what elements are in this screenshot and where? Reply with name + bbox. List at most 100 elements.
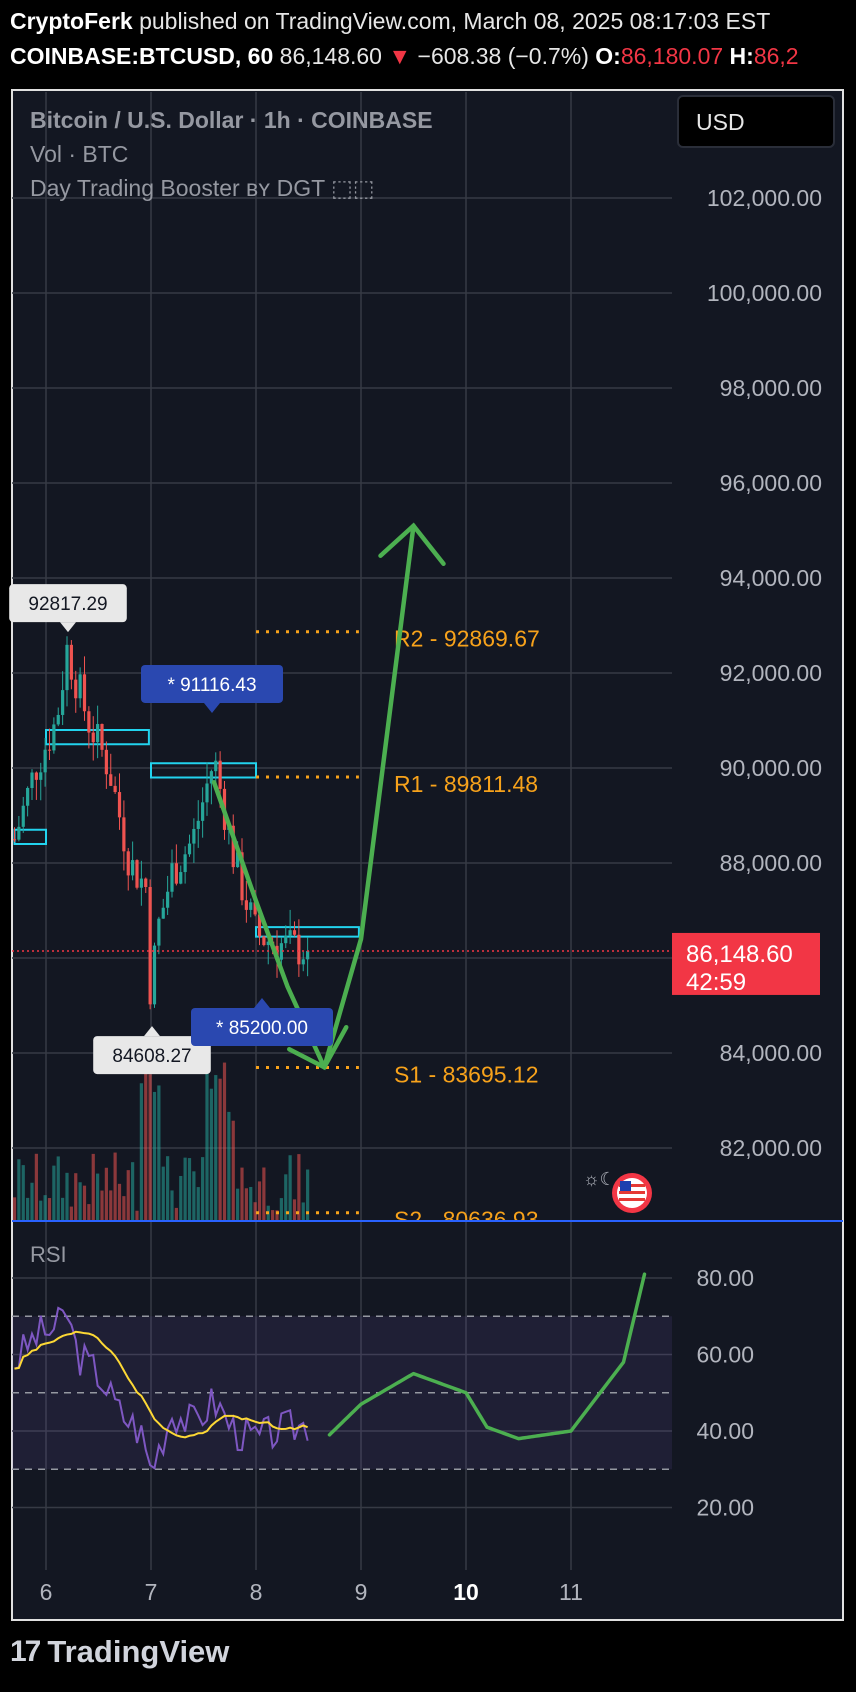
callout-text: * 85200.00	[216, 1018, 308, 1039]
volume-bar	[227, 1111, 231, 1220]
volume-bar	[297, 1154, 301, 1220]
volume-bar	[39, 1200, 43, 1220]
rsi-ma-line	[14, 1330, 308, 1439]
rsi-axis-label: 20.00	[696, 1495, 754, 1521]
price-axis-label: 102,000.00	[707, 185, 822, 211]
sr-zone	[150, 762, 257, 779]
price-axis-label: 82,000.00	[720, 1135, 822, 1161]
volume-bar	[52, 1165, 56, 1220]
pivot-label: S1 - 83695.12	[394, 1061, 539, 1087]
callout-text: 92817.29	[28, 594, 107, 615]
volume-bar	[187, 1158, 192, 1220]
published-text: published on TradingView.com, March 08, …	[139, 8, 771, 34]
volume-bar	[170, 1190, 174, 1220]
candle-body	[144, 878, 148, 888]
candle-body	[87, 711, 91, 733]
candle-body	[192, 828, 196, 844]
high-label: H:	[729, 43, 754, 69]
candle-body	[113, 785, 117, 793]
volume-bar	[21, 1165, 25, 1220]
candle-body	[21, 805, 25, 827]
legend-title[interactable]: Bitcoin / U.S. Dollar · 1h · COINBASE	[30, 107, 433, 133]
price-axis-label: 94,000.00	[720, 565, 822, 591]
candle-body	[174, 863, 178, 884]
price-callout	[93, 1036, 211, 1075]
legend-indicator[interactable]: Day Trading Booster ʙʏ DGT ⬚⬚	[30, 175, 375, 201]
volume-bar	[91, 1153, 95, 1220]
rsi-projection	[327, 1272, 647, 1441]
price-axis-label: 88,000.00	[720, 850, 822, 876]
author-name[interactable]: CryptoFerk	[10, 8, 133, 34]
volume-bar	[266, 1205, 270, 1220]
current-price-tag: 86,148.60 42:59	[672, 932, 820, 996]
last-price: 86,148.60	[279, 43, 382, 69]
rsi-label[interactable]: RSI	[30, 1242, 67, 1267]
us-flag-icon[interactable]	[612, 1173, 652, 1213]
price-axis-label: 100,000.00	[707, 280, 822, 306]
pivot-levels: R2 - 92869.67 R1 - 89811.48 S1 - 83695.12 S…	[256, 626, 540, 1233]
grid	[12, 92, 672, 1570]
brand-name: TradingView	[47, 1634, 230, 1669]
volume-bar	[78, 1182, 82, 1220]
tradingview-brand[interactable]: 17 TradingView	[10, 1634, 229, 1670]
volume-bar	[30, 1182, 34, 1220]
volume-bar	[196, 1187, 200, 1220]
candle-body	[292, 930, 297, 935]
candle-body	[284, 935, 288, 944]
candle-body	[253, 902, 257, 915]
candle-body	[301, 959, 305, 965]
arrowhead-up	[378, 522, 446, 566]
candle-body	[257, 914, 262, 937]
candle-body	[43, 749, 47, 773]
volume-bar	[275, 1210, 279, 1220]
candle-body	[52, 724, 56, 751]
volume-bar	[253, 1202, 257, 1220]
time-axis-label: 9	[355, 1579, 368, 1605]
candle-body	[148, 887, 152, 1005]
volume-bars	[12, 1062, 310, 1220]
callout-text: 84608.27	[112, 1046, 191, 1067]
symbol-name[interactable]: COINBASE:BTCUSD, 60	[10, 43, 274, 69]
pivot-label: R2 - 92869.67	[394, 626, 540, 652]
volume-bar	[161, 1166, 165, 1220]
candle-body	[201, 802, 205, 821]
time-axis-label: 10	[453, 1579, 479, 1605]
callout-pointer	[204, 702, 220, 713]
volume-bar	[231, 1120, 235, 1220]
volume-bar	[244, 1188, 248, 1220]
candle-body	[39, 772, 43, 780]
open-value: 86,180.07	[620, 43, 724, 69]
volume-bar	[56, 1156, 60, 1220]
candle-body	[262, 936, 266, 946]
volume-bar	[222, 1062, 227, 1220]
candle-body	[34, 772, 38, 780]
candle-body	[126, 851, 130, 876]
candle-body	[231, 825, 235, 868]
price-axis-label: 90,000.00	[720, 755, 822, 781]
currency-button[interactable]: USD	[677, 95, 835, 148]
projection-up	[322, 523, 416, 1070]
legend-vol[interactable]: Vol · BTC	[30, 141, 128, 167]
candle-body	[214, 760, 218, 772]
volume-bar	[96, 1173, 100, 1220]
time-axis-label: 6	[40, 1579, 53, 1605]
pivot-label: S2 - 80636.93	[394, 1207, 539, 1233]
volume-bar	[43, 1195, 47, 1220]
volume-bar	[183, 1157, 187, 1220]
candle-body	[170, 863, 174, 892]
volume-bar	[148, 1074, 152, 1220]
down-arrow-icon: ▼	[388, 43, 412, 69]
candle-body	[78, 674, 82, 699]
callout-pointer	[144, 1026, 160, 1037]
sr-zone	[13, 828, 47, 845]
volume-bar	[152, 1091, 157, 1220]
candle-body	[152, 945, 157, 1005]
volume-bar	[205, 1072, 209, 1220]
rsi-axis-label: 80.00	[696, 1265, 754, 1291]
candle-body	[117, 792, 122, 818]
candle-body	[240, 852, 244, 901]
volume-bar	[34, 1153, 38, 1220]
price-callout	[141, 664, 283, 703]
volume-bar	[292, 1199, 297, 1220]
